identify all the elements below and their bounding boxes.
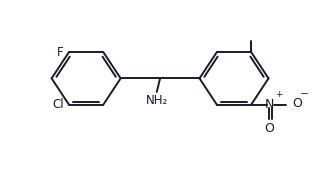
Text: Cl: Cl [52, 98, 64, 111]
Text: −: − [300, 89, 309, 99]
Text: +: + [275, 90, 282, 99]
Text: F: F [57, 46, 64, 59]
Text: NH₂: NH₂ [146, 94, 168, 107]
Text: N: N [265, 98, 274, 111]
Text: O: O [264, 122, 274, 135]
Text: O: O [292, 97, 302, 110]
